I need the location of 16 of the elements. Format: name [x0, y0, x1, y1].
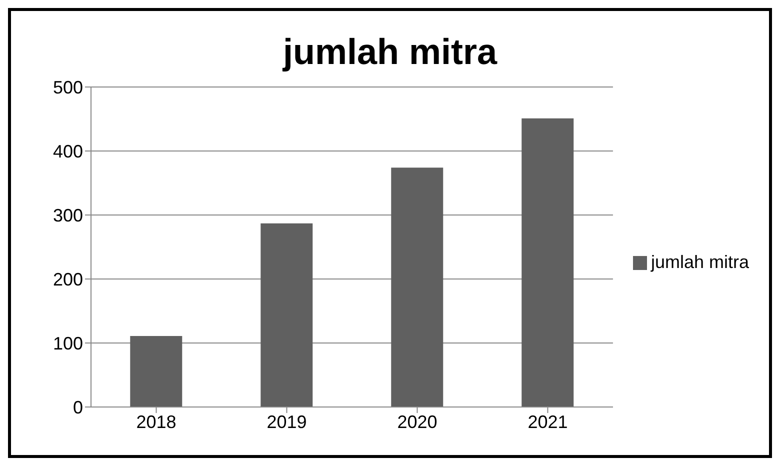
x-tick-label: 2021	[528, 412, 568, 432]
bar	[522, 118, 574, 407]
bar	[130, 336, 182, 407]
bar	[391, 168, 444, 407]
y-tick-label: 400	[52, 141, 83, 162]
y-tick-label: 300	[52, 205, 83, 226]
x-tick-label: 2019	[266, 412, 307, 432]
y-tick-label: 0	[72, 397, 83, 418]
legend-label: jumlah mitra	[650, 252, 749, 272]
chart-title: jumlah mitra	[282, 30, 498, 74]
bar	[260, 223, 313, 407]
x-tick-label: 2020	[397, 412, 438, 432]
y-tick-label: 500	[52, 77, 83, 98]
x-tick-label: 2018	[136, 412, 176, 432]
y-tick-label: 200	[52, 269, 83, 290]
y-tick-label: 100	[52, 333, 83, 354]
